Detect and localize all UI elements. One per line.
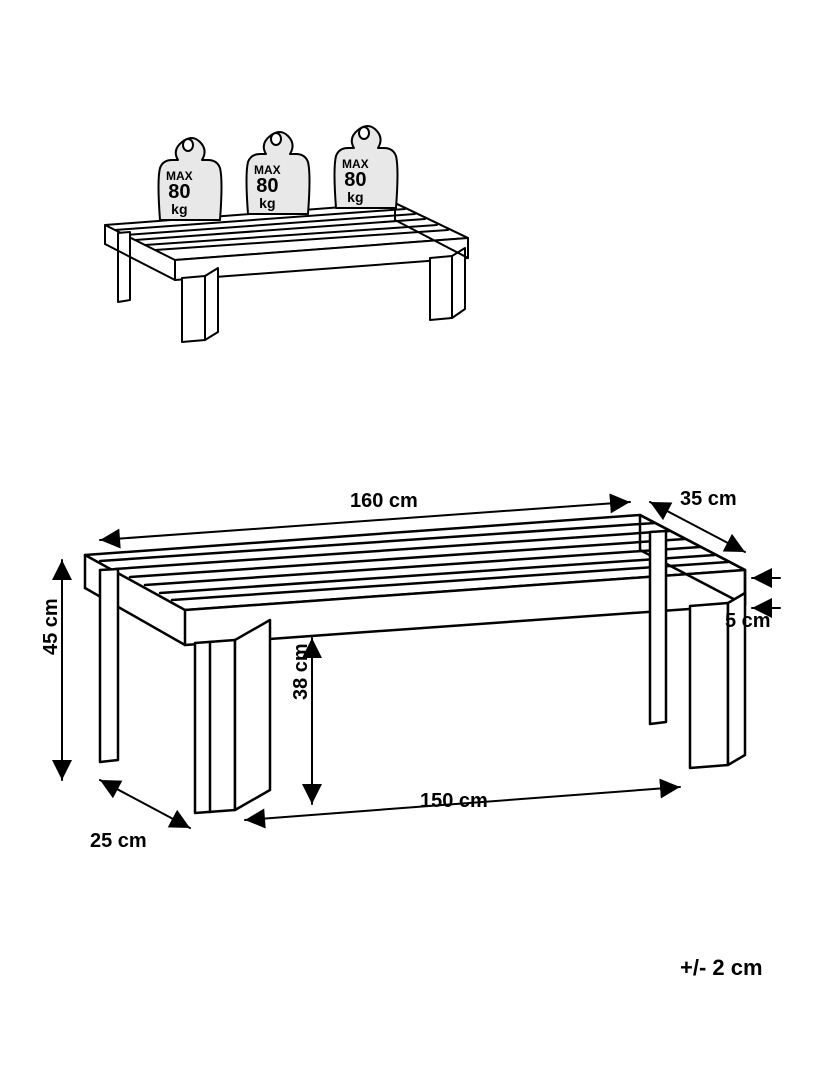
dim-height-left: 45 cm xyxy=(40,598,63,655)
dim-leg-depth: 25 cm xyxy=(90,830,147,853)
dim-length-top: 160 cm xyxy=(350,490,418,513)
weight-label-1: MAX 80 kg xyxy=(166,170,193,216)
weight-label-3: MAX 80 kg xyxy=(342,158,369,204)
top-bench-drawing xyxy=(0,0,830,400)
dim-inner-height: 38 cm xyxy=(290,643,313,700)
dim-depth-top: 35 cm xyxy=(680,488,737,511)
weight-label-2: MAX 80 kg xyxy=(254,164,281,210)
diagram-container: MAX 80 kg MAX 80 kg MAX 80 kg xyxy=(0,0,830,1080)
dim-apron-height: 5 cm xyxy=(725,610,771,633)
tolerance-note: +/- 2 cm xyxy=(680,955,763,981)
dim-inner-length: 150 cm xyxy=(420,790,488,813)
